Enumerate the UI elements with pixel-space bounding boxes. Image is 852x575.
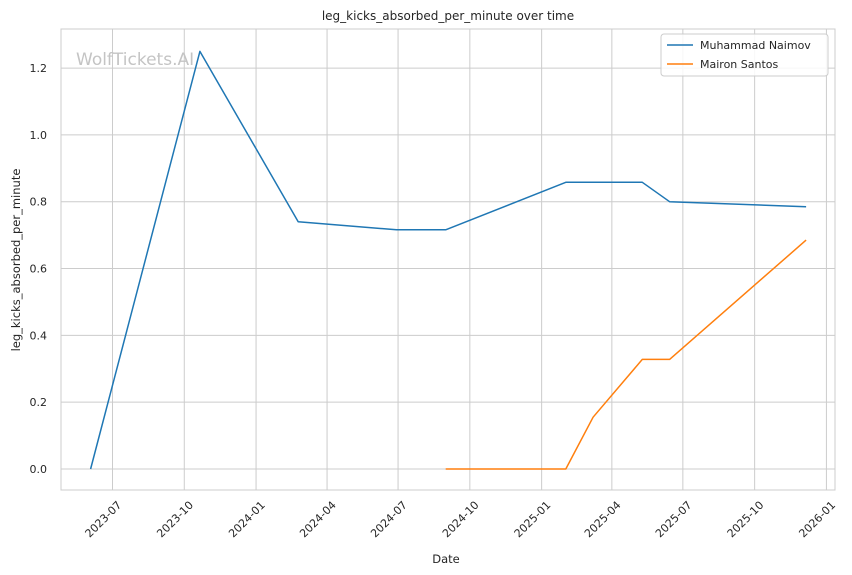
watermark: WolfTickets.AI [76, 50, 194, 70]
legend-box [660, 33, 829, 77]
x-tick-label: 2024-04 [297, 499, 339, 541]
series-line-muhammad-naimov [89, 50, 807, 470]
y-tick-label: 1.2 [30, 62, 48, 75]
y-tick-label: 0.6 [30, 263, 48, 276]
grid-lines [61, 29, 835, 490]
y-tick-label: 0.0 [30, 463, 48, 476]
legend-label-muhammad-naimov: Muhammad Naimov [700, 39, 811, 52]
x-axis-label: Date [432, 552, 460, 566]
y-tick-label: 0.4 [30, 329, 48, 342]
x-tick-label: 2024-07 [368, 499, 410, 541]
x-tick-label: 2024-01 [226, 499, 268, 541]
y-tick-label: 0.2 [30, 396, 48, 409]
plot-frame [60, 28, 836, 491]
x-tick-label: 2024-10 [440, 499, 482, 541]
x-tick-label: 2025-04 [582, 499, 624, 541]
series-line-mairon-santos [445, 239, 807, 470]
x-tick-label: 2025-01 [512, 499, 554, 541]
legend: Muhammad Naimov Mairon Santos [660, 33, 829, 77]
chart-title: leg_kicks_absorbed_per_minute over time [322, 9, 574, 23]
legend-label-mairon-santos: Mairon Santos [700, 58, 779, 71]
y-tick-label: 1.0 [30, 129, 48, 142]
y-tick-label: 0.8 [30, 196, 48, 209]
x-tick-label: 2023-07 [83, 499, 125, 541]
x-tick-label: 2023-10 [154, 499, 196, 541]
x-tick-label: 2025-10 [725, 499, 767, 541]
plot-area [61, 29, 835, 490]
x-tick-label: 2025-07 [653, 499, 695, 541]
series-lines [89, 50, 807, 470]
x-tick-label: 2026-01 [796, 499, 838, 541]
y-axis-label: leg_kicks_absorbed_per_minute [9, 169, 23, 352]
